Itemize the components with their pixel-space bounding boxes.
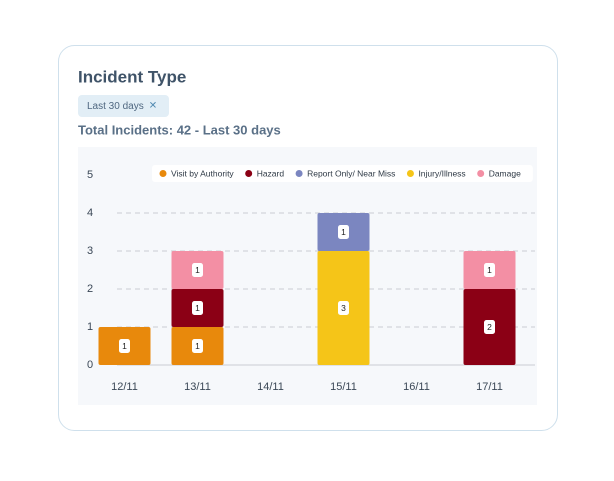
legend: Visit by Authority Hazard Report Only/ Nea… xyxy=(152,165,533,182)
data-label-bg xyxy=(484,320,495,334)
data-label-bg xyxy=(192,263,203,277)
x-tick-label: 14/11 xyxy=(257,381,284,393)
legend-label: Injury/Illness xyxy=(418,168,465,178)
x-tick-label: 13/11 xyxy=(184,381,211,393)
data-label: 1 xyxy=(487,265,492,275)
y-tick-label: 5 xyxy=(87,169,93,181)
y-tick-label: 1 xyxy=(87,321,93,333)
y-tick-label: 3 xyxy=(87,245,93,257)
filter-close[interactable]: ✕ xyxy=(149,101,157,112)
legend-box xyxy=(152,165,533,182)
data-label-bg xyxy=(338,225,349,239)
x-tick-label: 17/11 xyxy=(476,381,503,393)
filter-label: Last 30 days xyxy=(87,101,144,112)
data-label: 1 xyxy=(122,341,127,351)
y-tick-label: 4 xyxy=(87,207,93,219)
legend-swatch xyxy=(159,170,167,177)
legend-swatch xyxy=(295,170,303,177)
data-label: 2 xyxy=(487,322,492,332)
data-label-bg xyxy=(484,263,495,277)
plot: 0 1 2 3 4 5 Visit by Authority Hazard Report Onl… xyxy=(87,165,535,393)
legend-swatch xyxy=(406,170,414,177)
y-tick-label: 0 xyxy=(87,359,93,371)
x-tick-label: 15/11 xyxy=(330,381,357,393)
data-label: 1 xyxy=(195,303,200,313)
legend-label: Visit by Authority xyxy=(171,168,234,178)
legend-label: Hazard xyxy=(257,168,285,178)
data-label: 3 xyxy=(341,303,346,313)
data-label-bg xyxy=(192,301,203,315)
filter-chip[interactable] xyxy=(78,95,169,117)
data-label-bg xyxy=(119,339,130,353)
chart-panel xyxy=(78,147,537,405)
x-tick-label: 12/11 xyxy=(111,381,138,393)
legend-label: Damage xyxy=(489,168,521,178)
data-label: 1 xyxy=(195,341,200,351)
card-title: Incident Type xyxy=(78,67,186,86)
y-tick-label: 2 xyxy=(87,283,93,295)
legend-swatch xyxy=(477,170,485,177)
x-tick-label: 16/11 xyxy=(403,381,430,393)
data-label-bg xyxy=(338,301,349,315)
legend-label: Report Only/ Near Miss xyxy=(307,168,395,178)
legend-swatch xyxy=(245,170,253,177)
data-label: 1 xyxy=(195,265,200,275)
summary: Total Incidents: 42 - Last 30 days xyxy=(78,122,281,137)
data-label-bg xyxy=(192,339,203,353)
data-label: 1 xyxy=(341,227,346,237)
